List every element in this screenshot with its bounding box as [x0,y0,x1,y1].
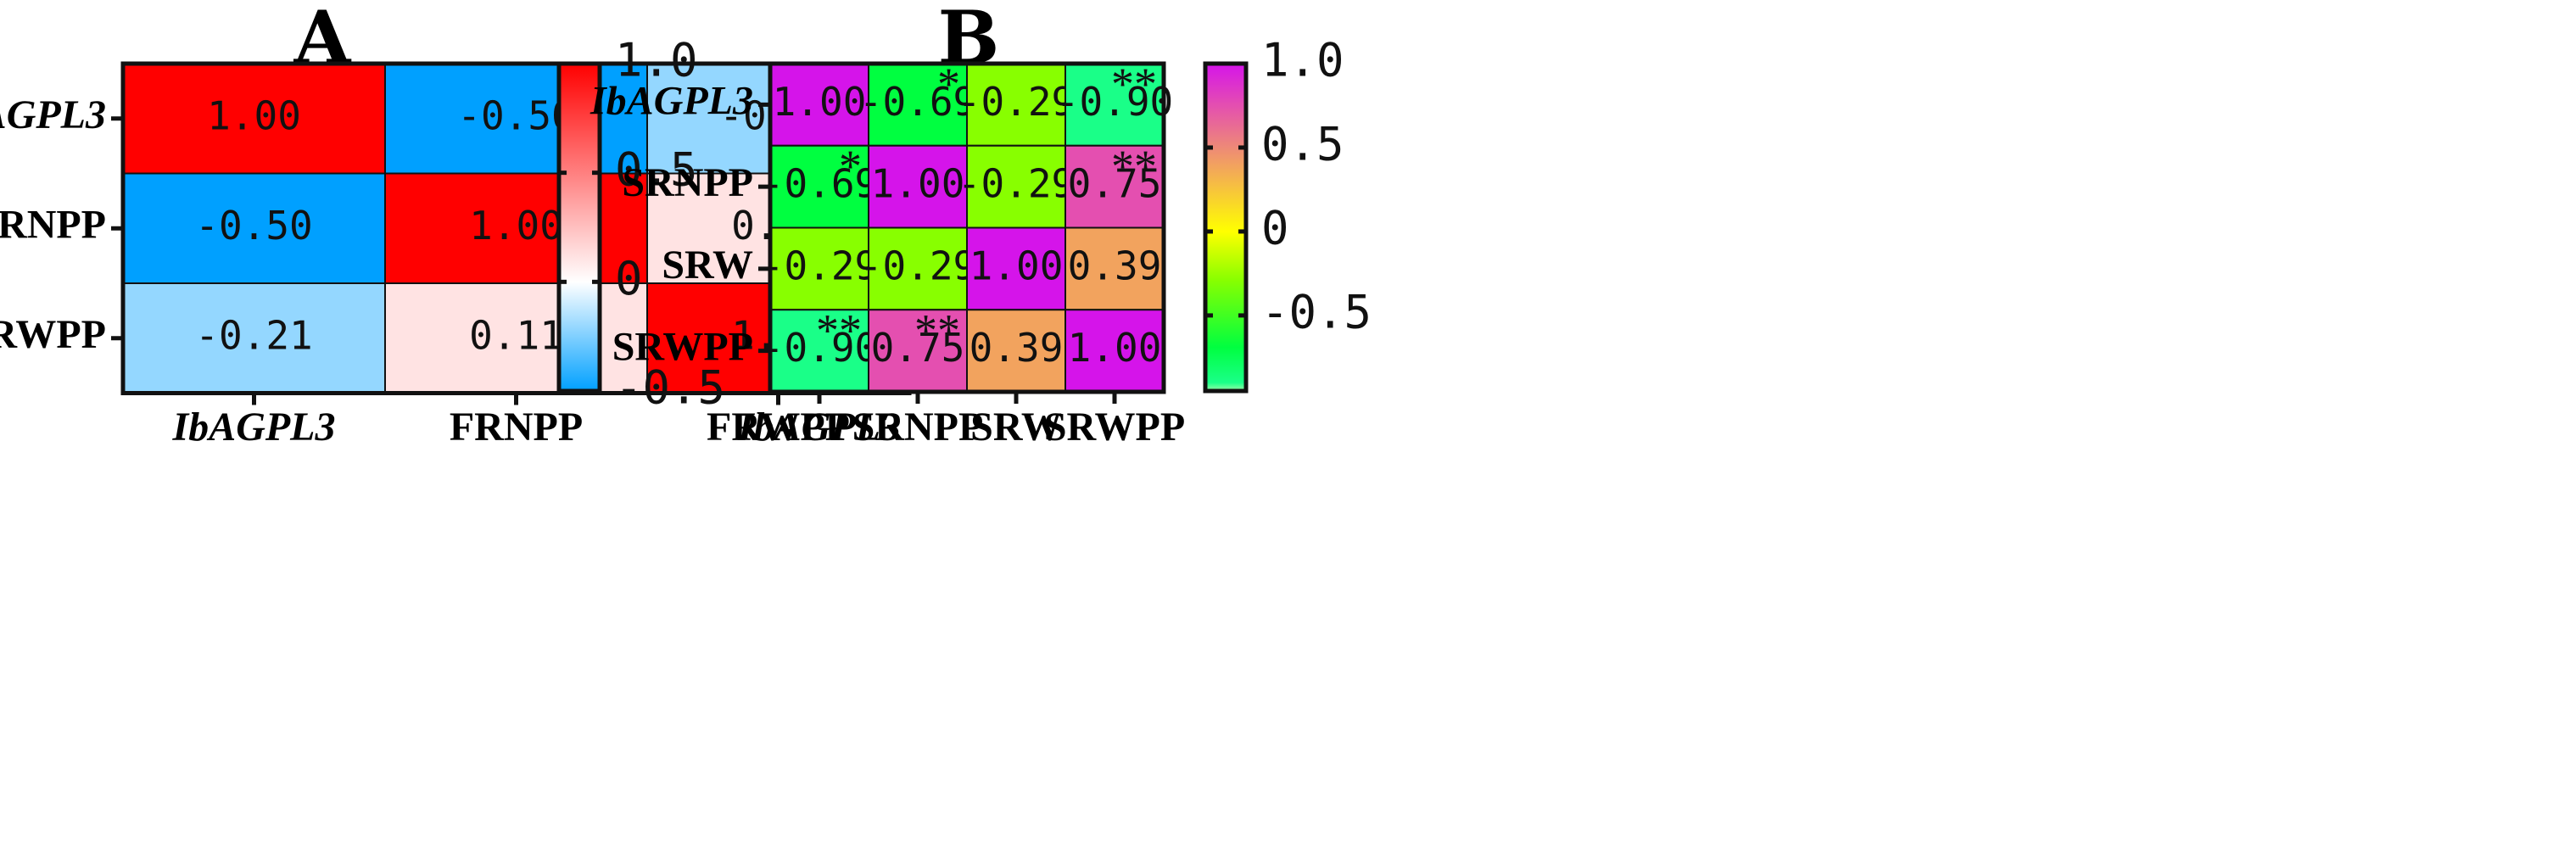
cell-value: -0.29 [761,243,878,288]
y-tick-label: FRWPP [0,312,106,357]
heatmap-cell [769,226,869,311]
cell-value: -0.50 [457,92,574,138]
cell-value: -0.90 [1056,79,1173,125]
heatmap-cell [122,172,386,284]
cell-value: 0.39 [969,325,1064,371]
cell-value: -0.69 [859,79,976,125]
x-tick-label: SRWPP [1044,405,1185,450]
heatmap-cell [966,226,1066,311]
y-tick-label: IbAGPL3 [0,92,106,137]
cell-value: -0.50 [195,203,312,249]
panel-b: B1.00-0.69*-0.29-0.90**-0.69* 1.00-0.290.… [590,0,1372,450]
significance-star: ** [1111,141,1157,192]
x-tick-label: SRNPP [852,405,984,450]
heatmap-cell [1064,226,1165,311]
cell-value: 0.39 [1068,243,1162,288]
significance-star: ** [816,304,862,355]
y-tick-label: SRWPP [612,325,753,370]
heatmap-cell [122,63,386,175]
significance-star: * [937,59,960,109]
colorbar-tick-label: 0.5 [615,142,698,196]
plot-frame [768,61,1166,394]
x-tick-label: IbAGPL3 [737,405,901,450]
colorbar-tick-label: 1.0 [1261,34,1344,87]
cell-value: -0.90 [761,325,878,371]
cell-value: 1.00 [773,79,867,125]
cell-value: -0.21 [195,312,312,358]
colorbar-tick-label: -0.5 [1261,286,1372,339]
heatmap-cell [868,309,968,393]
y-tick-label: IbAGPL3 [590,78,753,123]
cell-value: 0.75 [871,325,965,371]
significance-star: ** [914,304,960,355]
x-tick-label: FRWPP [707,405,850,450]
cell-value: -0.69 [761,161,878,207]
colorbar-tick-label: 1.0 [615,34,698,87]
cell-value: 1.00 [1068,325,1162,371]
y-tick-label: SRW [662,243,753,288]
x-tick-label: IbAGPL3 [172,405,336,450]
cell-value: 1.00 [969,243,1064,288]
cell-value: 1.00 [469,203,563,249]
significance-star: ** [1111,59,1157,109]
colorbar [556,61,602,394]
y-tick-label: FRNPP [0,202,106,247]
heatmap-cell [966,63,1066,147]
cell-value: 1.00 [871,161,965,207]
y-tick-label: SRNPP [622,160,753,205]
cell-value: -0.29 [859,243,976,288]
colorbar-tick-label: 0 [1261,202,1289,255]
colorbar-tick-label: 0 [615,252,643,305]
cell-value: -0.29 [958,161,1075,207]
heatmap-cell [966,309,1066,393]
cell-value: -0.29 [958,79,1075,125]
significance-star: * [839,141,862,192]
x-tick-label: FRNPP [450,405,583,450]
heatmap-cell [769,309,869,393]
cell-value: 1.00 [207,92,301,138]
cell-value: 0.11 [469,312,563,358]
colorbar-tick-label: 0.5 [1261,118,1344,171]
cell-value: 0.75 [1068,161,1162,207]
heatmap-cell [868,226,968,311]
heatmap-cell [769,63,869,147]
colorbar [1203,61,1249,394]
heatmap-cell [384,282,648,394]
x-tick-label: SRW [970,405,1062,450]
colorbar-tick-label: -0.5 [615,361,725,415]
heatmap-cell [868,144,968,229]
